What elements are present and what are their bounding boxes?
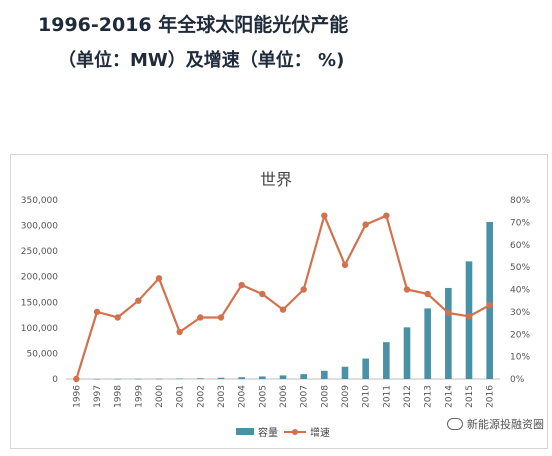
y-right-tick-label: 30%	[510, 308, 530, 318]
x-tick-label: 1999	[134, 385, 144, 408]
point-growth	[238, 281, 245, 289]
bar-capacity	[93, 378, 101, 380]
bar-capacity	[341, 366, 349, 379]
bar-capacity	[445, 287, 452, 379]
bar-capacity	[155, 378, 163, 380]
legend-line-swatch	[284, 428, 306, 435]
x-tick-label: 2007	[300, 385, 310, 408]
x-tick-label: 2001	[176, 385, 186, 408]
chart-legend: 容量 增速	[236, 424, 330, 439]
x-tick-label: 2012	[403, 385, 413, 408]
y-right-tick-label: 70%	[510, 218, 530, 228]
point-growth	[362, 221, 369, 228]
bar-capacity	[238, 377, 245, 379]
bar-capacity	[403, 327, 411, 379]
point-growth	[383, 212, 390, 219]
y-left-tick-label: 200,000	[21, 273, 58, 283]
wechat-icon	[447, 418, 463, 430]
point-growth	[445, 309, 452, 317]
point-growth	[114, 314, 121, 321]
point-growth	[300, 286, 307, 293]
x-tick-label: 2000	[155, 385, 165, 408]
bar-capacity	[176, 378, 183, 380]
chart-frame	[10, 154, 548, 449]
x-tick-label: 2009	[341, 385, 351, 408]
legend-label-growth: 增速	[310, 428, 330, 439]
legend-item-capacity: 容量	[236, 424, 278, 439]
header-subtitle: （单位：MW）及增速（单位： %)	[58, 50, 345, 71]
x-tick-label: 1998	[114, 385, 124, 408]
watermark: 新能源投融资圈	[447, 416, 544, 432]
x-tick-label: 2002	[196, 385, 206, 408]
x-tick-label: 2013	[424, 385, 434, 408]
point-growth	[403, 286, 411, 293]
point-growth	[176, 328, 183, 336]
y-right-tick-label: 40%	[510, 286, 530, 296]
bar-capacity	[279, 375, 287, 379]
y-left-tick-label: 250,000	[21, 247, 58, 257]
point-growth	[321, 212, 328, 219]
x-tick-label: 2016	[486, 385, 496, 408]
bar-capacity	[383, 342, 390, 379]
bar-capacity	[217, 377, 225, 379]
bar-capacity	[197, 378, 204, 379]
point-growth	[93, 308, 101, 316]
x-tick-label: 2006	[279, 385, 289, 408]
point-growth	[424, 290, 431, 298]
point-growth	[135, 297, 142, 304]
point-growth	[486, 301, 493, 309]
bar-capacity	[465, 261, 473, 379]
y-left-tick-label: 300,000	[21, 222, 58, 232]
point-growth	[259, 290, 266, 298]
point-growth	[465, 313, 473, 320]
bar-capacity	[321, 370, 328, 379]
point-growth	[341, 261, 349, 269]
point-growth	[73, 375, 80, 383]
x-tick-label: 2010	[362, 385, 372, 408]
bar-capacity	[300, 374, 307, 379]
bar-capacity	[486, 221, 493, 379]
y-left-tick-label: 150,000	[21, 298, 58, 308]
bar-capacity	[362, 358, 369, 379]
point-growth	[197, 314, 204, 321]
legend-bar-swatch	[236, 428, 254, 435]
y-right-tick-label: 20%	[510, 330, 530, 340]
x-tick-label: 2011	[382, 385, 392, 408]
header-title: 1996-2016 年全球太阳能光伏产能	[38, 14, 349, 36]
chart-title: 世界	[259, 170, 292, 189]
x-tick-label: 2015	[465, 385, 475, 408]
y-left-tick-label: 0	[52, 375, 58, 385]
x-tick-label: 2003	[217, 385, 227, 408]
bar-capacity	[424, 308, 431, 379]
y-left-tick-label: 350,000	[21, 196, 58, 206]
x-tick-label: 2004	[238, 385, 248, 408]
legend-item-growth: 增速	[284, 424, 330, 439]
y-right-tick-label: 80%	[510, 196, 530, 206]
point-growth	[155, 275, 163, 282]
y-left-tick-label: 100,000	[21, 324, 58, 334]
x-tick-label: 2014	[444, 385, 454, 408]
bar-capacity	[114, 378, 121, 380]
x-tick-label: 2008	[320, 385, 330, 408]
bar-capacity	[259, 376, 266, 379]
y-right-tick-label: 50%	[510, 263, 530, 273]
x-tick-label: 1996	[72, 385, 82, 408]
x-tick-label: 2005	[258, 385, 268, 408]
y-left-tick-label: 50,000	[27, 349, 59, 359]
y-right-tick-label: 0%	[510, 375, 525, 385]
bar-capacity	[135, 378, 142, 380]
point-growth	[279, 306, 287, 313]
x-tick-label: 1997	[93, 385, 103, 408]
legend-label-capacity: 容量	[258, 428, 278, 439]
y-right-tick-label: 60%	[510, 241, 530, 251]
y-right-tick-label: 10%	[510, 353, 530, 363]
point-growth	[217, 314, 225, 321]
watermark-text: 新能源投融资圈	[467, 418, 544, 431]
